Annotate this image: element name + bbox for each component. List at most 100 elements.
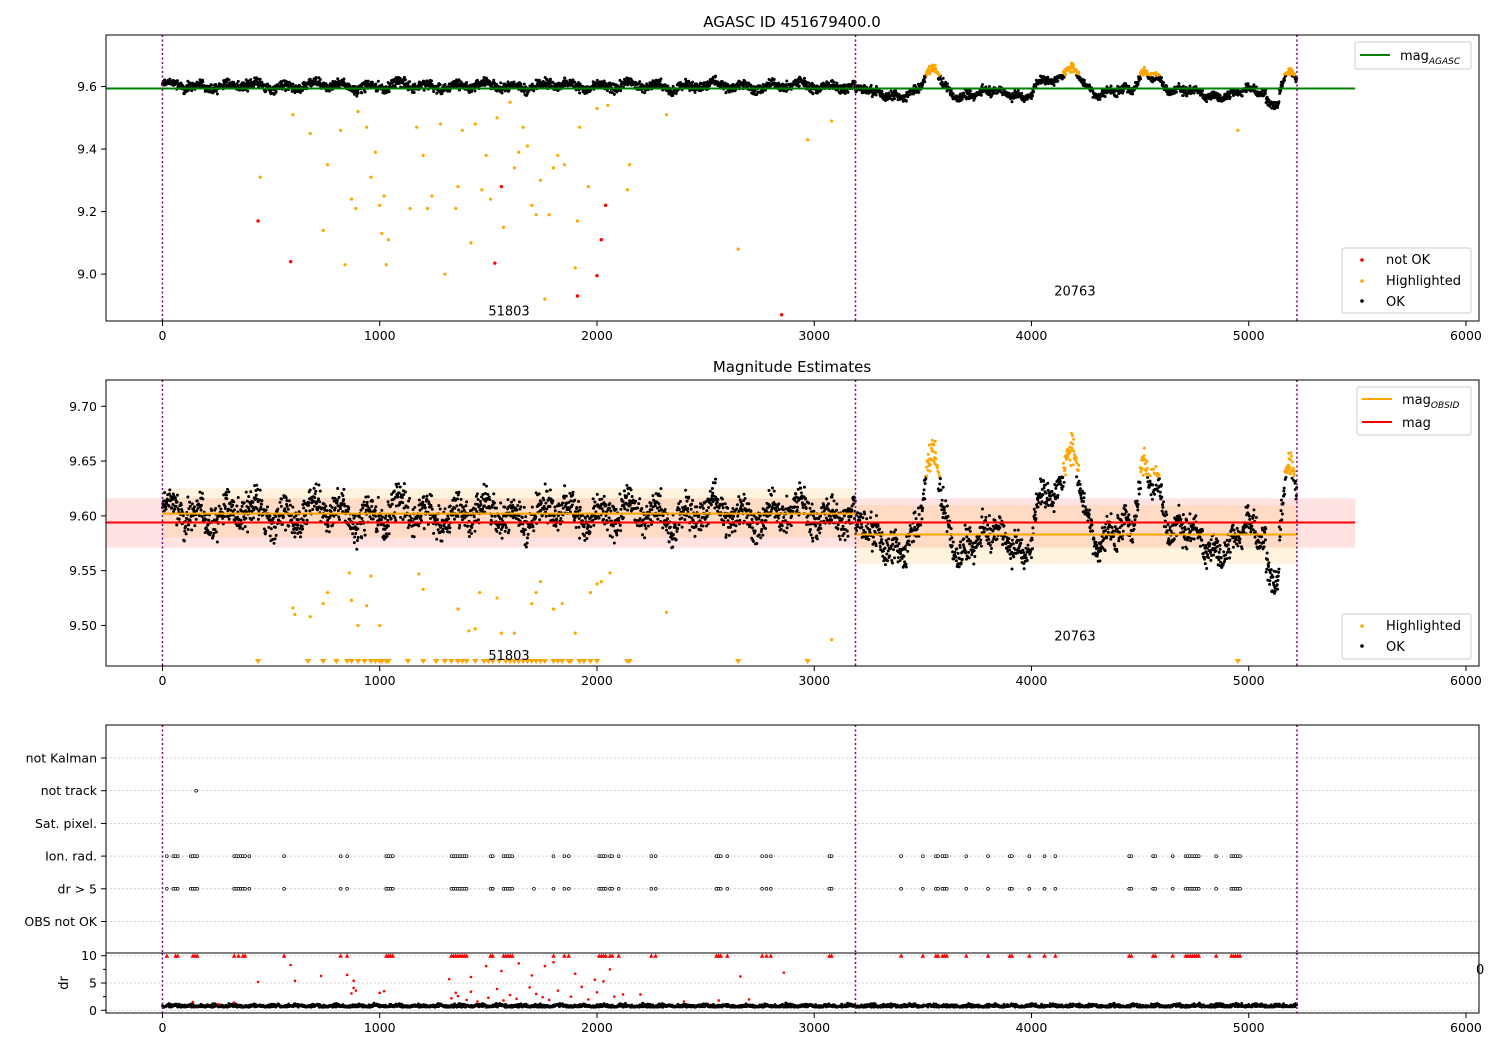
ok-point bbox=[256, 517, 260, 521]
highlighted-point bbox=[806, 138, 810, 142]
ok-point bbox=[547, 514, 551, 518]
ok-point bbox=[481, 493, 485, 497]
ok-point bbox=[653, 504, 657, 508]
ok-point bbox=[493, 514, 497, 518]
ok-point bbox=[411, 507, 415, 511]
ok-point bbox=[272, 541, 276, 545]
ok-point bbox=[459, 497, 463, 501]
ok-point bbox=[1276, 106, 1280, 110]
ok-point bbox=[869, 90, 873, 94]
highlighted-point bbox=[1064, 73, 1068, 77]
ok-point bbox=[699, 528, 703, 532]
ok-point bbox=[186, 495, 190, 499]
ok-point bbox=[389, 504, 393, 508]
ok-point bbox=[462, 508, 466, 512]
ok-point bbox=[172, 510, 176, 514]
ok-point bbox=[515, 508, 519, 512]
ok-point bbox=[724, 90, 728, 94]
ok-point bbox=[967, 97, 971, 101]
ok-point bbox=[191, 514, 195, 518]
ok-point bbox=[371, 517, 375, 521]
highlighted-point bbox=[456, 184, 460, 189]
ok-point bbox=[426, 522, 430, 526]
ok-point bbox=[539, 508, 543, 512]
highlighted-point bbox=[421, 153, 425, 157]
ok-point bbox=[423, 503, 427, 507]
ok-point bbox=[292, 523, 296, 527]
ok-point bbox=[917, 84, 921, 88]
ok-point bbox=[438, 83, 442, 87]
ok-point bbox=[432, 90, 436, 94]
ok-point bbox=[832, 80, 836, 84]
highlighted-point bbox=[384, 263, 388, 267]
ok-point bbox=[708, 489, 712, 493]
legend-agasc-label: magAGASC bbox=[1400, 49, 1461, 67]
ok-point bbox=[355, 538, 359, 542]
ok-point bbox=[244, 78, 248, 82]
ok-point bbox=[525, 536, 529, 540]
ok-point bbox=[285, 504, 289, 508]
ok-point bbox=[358, 515, 362, 519]
ok-point bbox=[455, 504, 459, 508]
ok-point bbox=[394, 482, 398, 486]
ok-point bbox=[1103, 94, 1107, 98]
ok-point bbox=[215, 92, 219, 96]
ok-point bbox=[312, 504, 316, 508]
ok-point bbox=[201, 80, 205, 84]
ok-point bbox=[499, 501, 503, 505]
ok-point bbox=[1283, 78, 1287, 82]
ok-point bbox=[258, 77, 262, 81]
ok-point bbox=[643, 91, 647, 95]
ok-point bbox=[342, 498, 346, 502]
ok-point bbox=[525, 541, 529, 545]
ok-point bbox=[666, 531, 670, 535]
ok-point bbox=[227, 517, 231, 521]
ok-point bbox=[253, 496, 257, 500]
ok-point bbox=[293, 91, 297, 95]
ok-point bbox=[236, 79, 240, 83]
highlighted-point bbox=[382, 194, 386, 198]
ok-point bbox=[265, 505, 269, 509]
ok-point bbox=[522, 82, 526, 86]
ok-point bbox=[887, 91, 891, 95]
ok-point bbox=[274, 90, 278, 94]
ok-point bbox=[227, 507, 231, 511]
ok-point bbox=[488, 498, 492, 502]
ok-point bbox=[893, 97, 897, 101]
ok-point bbox=[249, 518, 253, 522]
agasc-xtick-label: 3000 bbox=[798, 328, 830, 343]
ok-point bbox=[408, 496, 412, 500]
ok-point bbox=[638, 80, 642, 84]
ok-point bbox=[167, 492, 171, 496]
ok-point bbox=[671, 93, 675, 97]
ok-point bbox=[215, 517, 219, 521]
ok-point bbox=[441, 530, 445, 534]
ok-point bbox=[327, 89, 331, 93]
ok-point bbox=[683, 518, 687, 522]
ok-point bbox=[223, 82, 227, 86]
legend-status-top: not OK Highlighted OK bbox=[1341, 247, 1472, 314]
highlighted-point bbox=[460, 128, 464, 132]
ok-point bbox=[588, 530, 592, 534]
ok-point bbox=[1277, 100, 1281, 104]
ok-point bbox=[422, 527, 426, 531]
obsid-label-20763-top: 20763 bbox=[1054, 284, 1095, 299]
ok-point bbox=[838, 91, 842, 95]
ok-point bbox=[409, 516, 413, 520]
ok-point bbox=[941, 76, 945, 80]
ok-point bbox=[401, 501, 405, 505]
ok-point bbox=[843, 91, 847, 95]
ok-point bbox=[353, 535, 357, 539]
ok-point bbox=[171, 502, 175, 506]
ok-point bbox=[290, 518, 294, 522]
ok-point bbox=[264, 89, 268, 93]
ok-point bbox=[260, 499, 264, 503]
ok-point bbox=[429, 505, 433, 509]
ok-point bbox=[361, 506, 365, 510]
ok-point bbox=[165, 501, 169, 505]
ok-point bbox=[175, 493, 179, 497]
ok-point bbox=[518, 507, 522, 511]
highlighted-point bbox=[415, 125, 419, 129]
highlighted-point bbox=[933, 63, 937, 67]
ok-point bbox=[772, 78, 776, 82]
